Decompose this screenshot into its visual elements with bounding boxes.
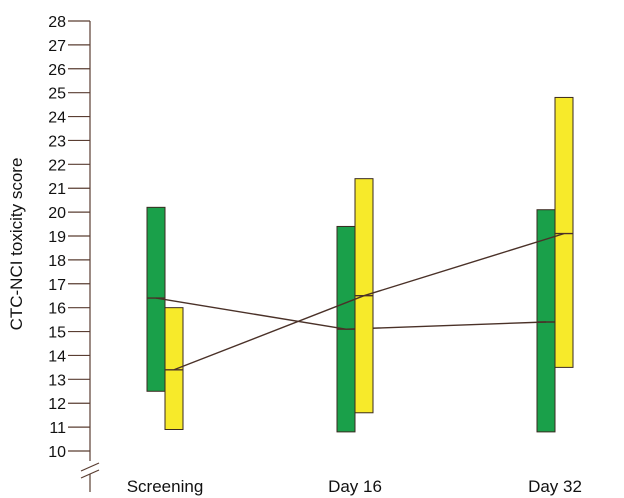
y-tick-label: 11 <box>49 420 66 437</box>
y-tick-label: 19 <box>48 229 66 246</box>
axis-break-mark <box>80 462 100 472</box>
y-tick-label: 10 <box>48 444 66 461</box>
y-axis: 10 11 12 13 14 15 16 17 18 19 20 21 22 23 24 25 26 27 28 <box>48 14 100 492</box>
x-category-label: Day 16 <box>328 477 382 496</box>
y-tick-label: 23 <box>48 133 66 150</box>
y-tick-label: 14 <box>48 348 66 365</box>
y-tick-label: 16 <box>48 301 66 318</box>
range-bar-series2-1 <box>164 307 184 430</box>
x-category-label: Screening <box>127 477 204 496</box>
range-bar-series1-3 <box>536 209 556 433</box>
y-tick-label: 24 <box>48 110 66 127</box>
y-tick-label: 26 <box>48 62 66 79</box>
y-tick-label: 18 <box>48 253 66 270</box>
y-tick-label: 28 <box>48 14 66 31</box>
x-category-label: Day 32 <box>528 477 582 496</box>
y-tick-label: 12 <box>48 396 66 413</box>
y-tick-label: 15 <box>48 325 66 342</box>
y-tick-label: 22 <box>48 157 66 174</box>
y-tick-label: 13 <box>48 372 66 389</box>
range-bar-series2-3 <box>554 96 574 368</box>
y-tick-label: 25 <box>48 86 66 103</box>
range-bars <box>146 96 574 433</box>
category-labels: Screening Day 16 Day 32 <box>127 477 582 496</box>
y-tick-label: 21 <box>48 181 66 198</box>
y-tick-label: 20 <box>48 205 66 222</box>
y-axis-title: CTC-NCI toxicity score <box>7 158 26 331</box>
y-tick-label: 27 <box>48 38 66 55</box>
y-tick-label: 17 <box>48 277 66 294</box>
